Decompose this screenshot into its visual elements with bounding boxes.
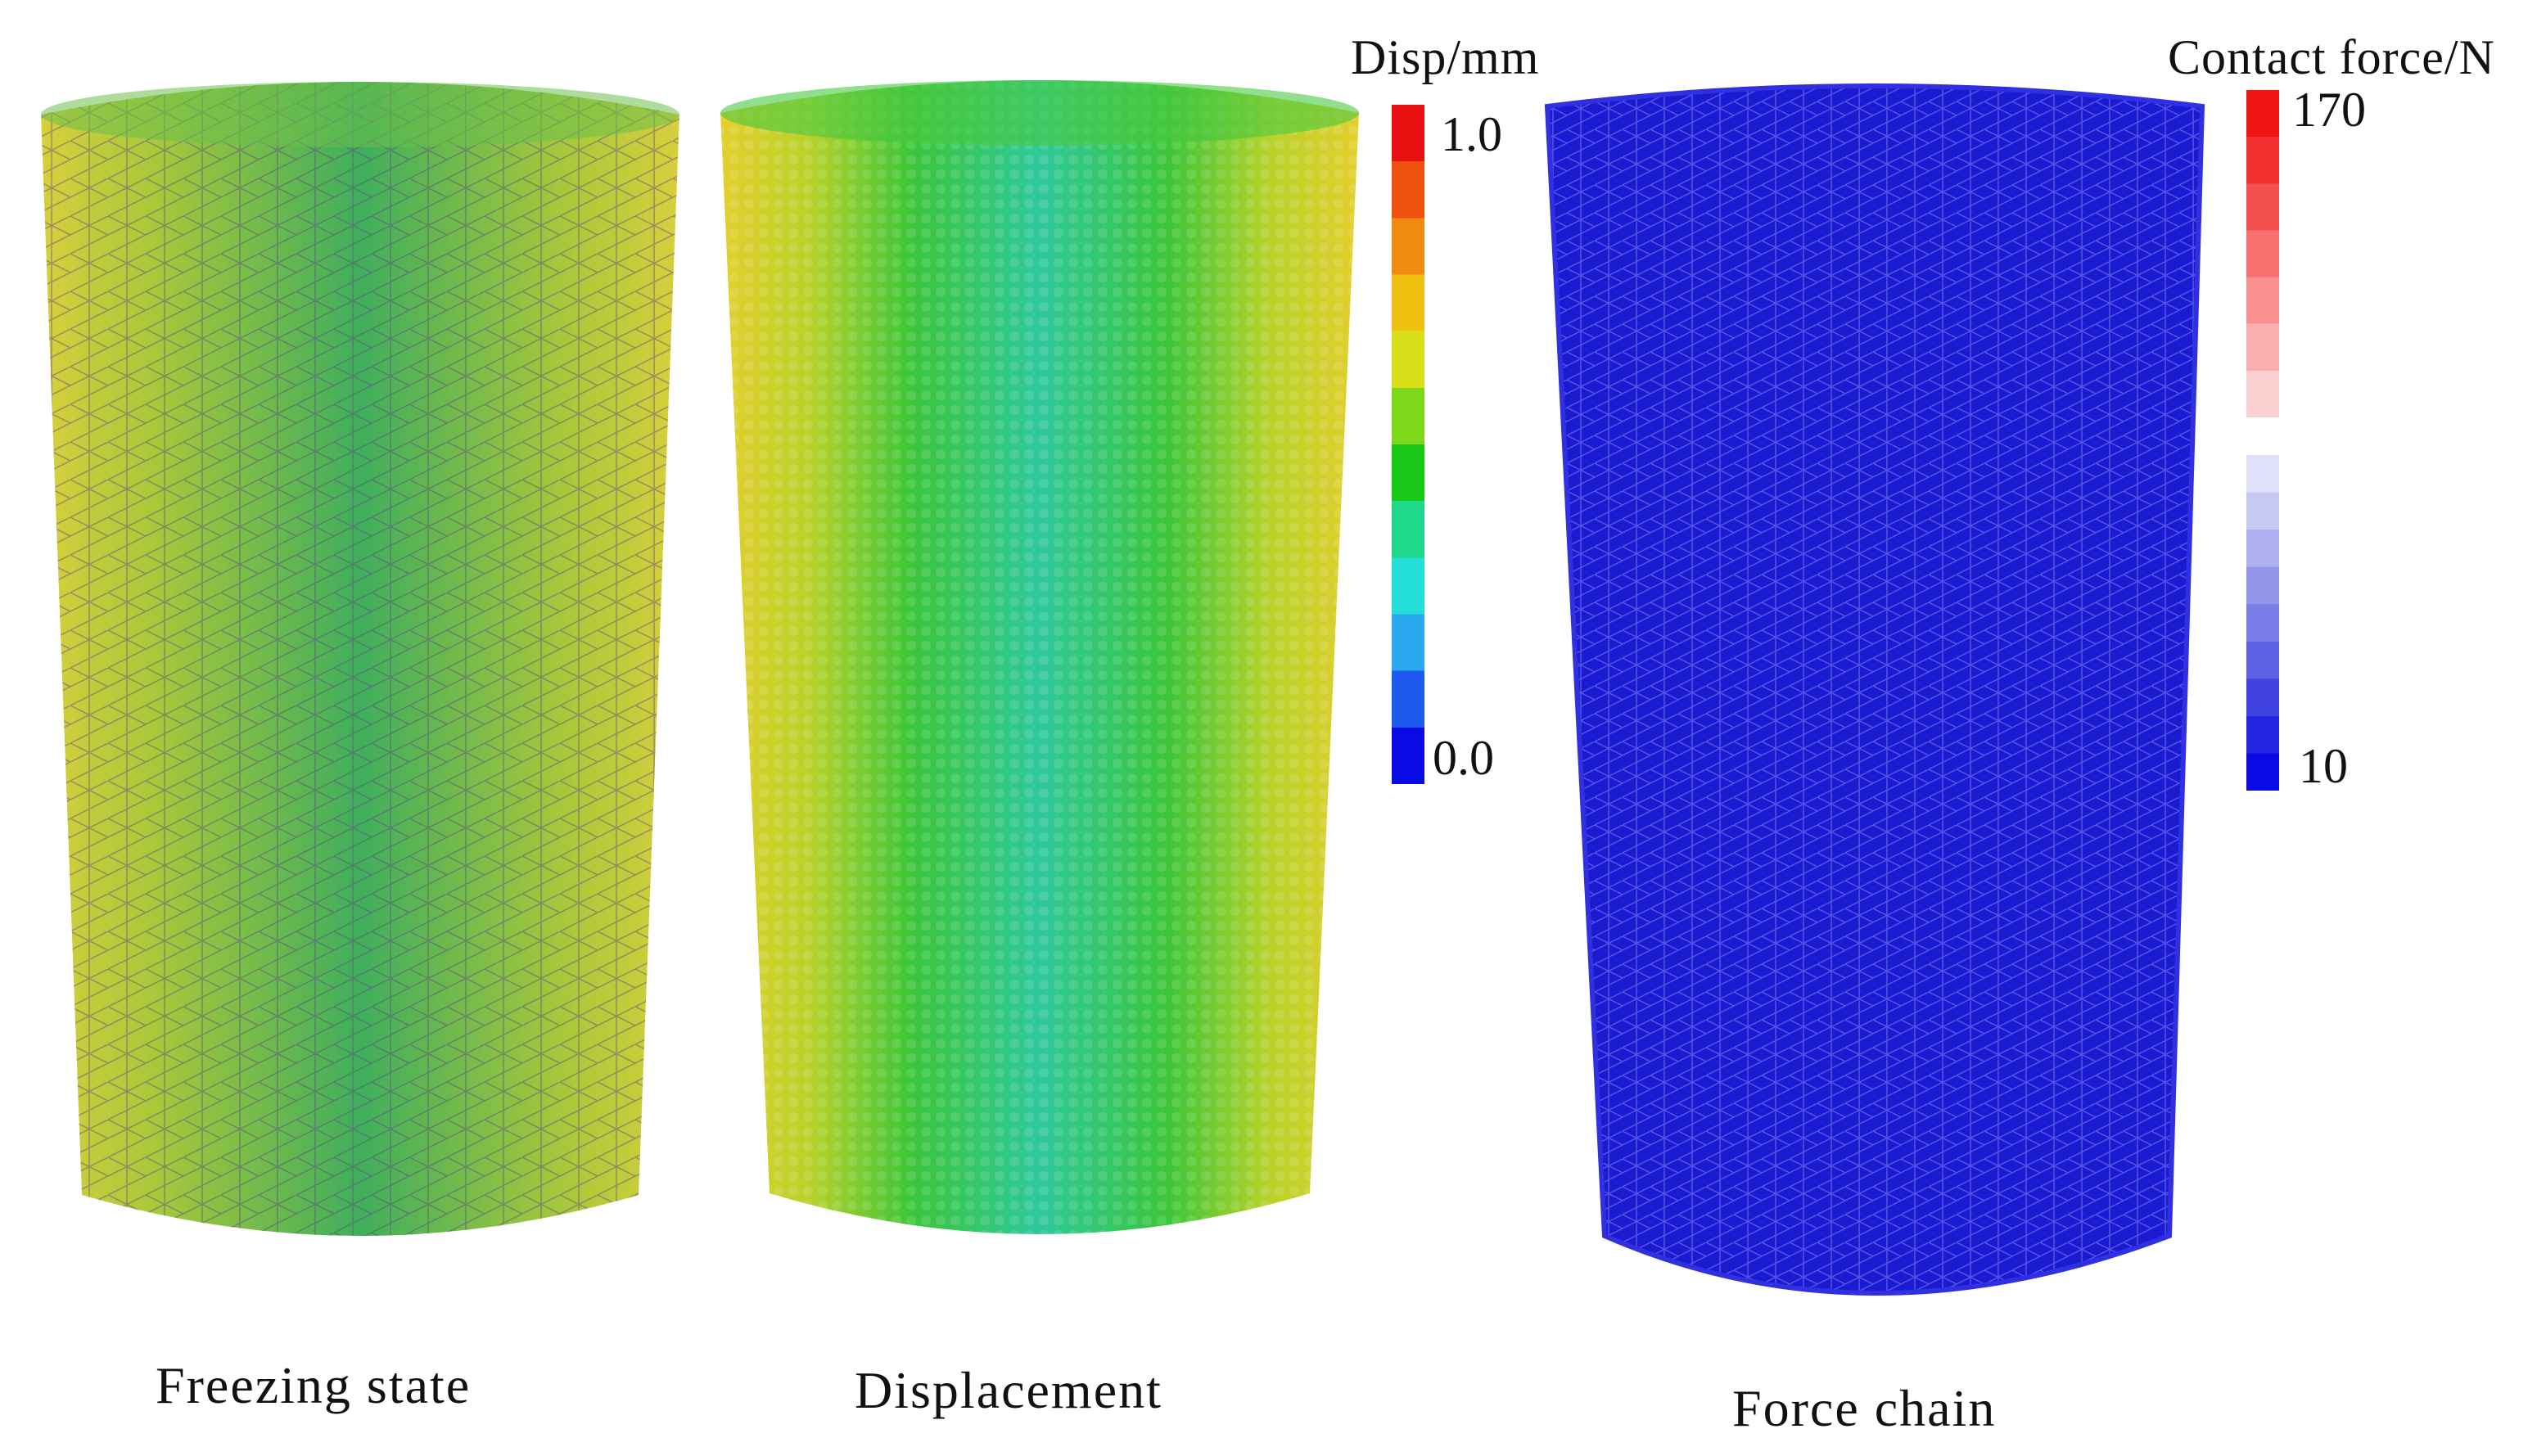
caption-force-chain: Force chain	[1732, 1379, 1997, 1437]
force-legend-title: Contact force/N	[2168, 30, 2495, 84]
force-colorbar-top	[2246, 90, 2279, 417]
caption-displacement: Displacement	[855, 1361, 1162, 1419]
force-max-label: 170	[2292, 83, 2366, 137]
force-chain-image	[1544, 83, 2205, 1296]
displacement-image	[720, 80, 1359, 1234]
freezing-state-image	[41, 82, 679, 1236]
force-chain-panel	[1539, 74, 2210, 1350]
disp-min-label: 0.0	[1433, 731, 1494, 785]
displacement-panel	[712, 64, 1367, 1275]
freezing-state-panel	[33, 65, 688, 1309]
disp-max-label: 1.0	[1441, 107, 1502, 161]
disp-legend-title: Disp/mm	[1351, 30, 1540, 84]
force-min-label: 10	[2299, 739, 2348, 793]
caption-freezing-state: Freezing state	[156, 1356, 472, 1414]
disp-colorbar	[1392, 105, 1424, 784]
force-colorbar-bottom	[2246, 455, 2279, 791]
